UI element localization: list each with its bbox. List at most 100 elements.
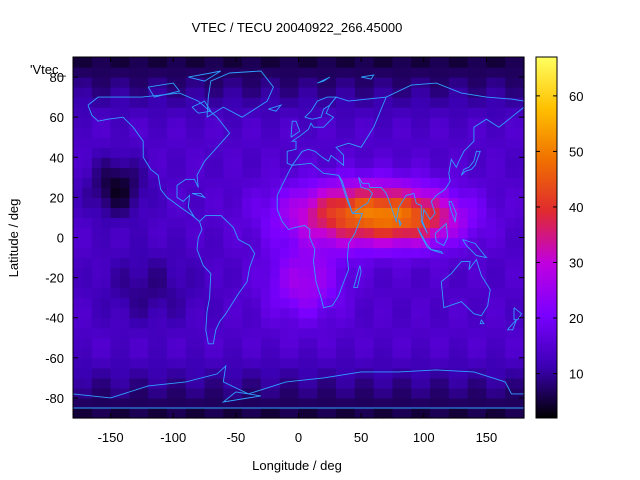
heatmap-cell (420, 127, 431, 138)
heatmap-cell (157, 257, 168, 269)
heatmap-cell (383, 77, 394, 88)
heatmap-cell (129, 207, 140, 219)
heatmap-cell (270, 117, 281, 128)
heatmap-cell (73, 117, 83, 128)
heatmap-cell (373, 167, 384, 178)
heatmap-cell (383, 357, 394, 369)
y-tick-label: -80 (45, 391, 64, 406)
heatmap-cell (411, 147, 422, 158)
heatmap-cell (73, 287, 83, 299)
heatmap-cell (364, 147, 375, 158)
heatmap-cell (298, 187, 309, 198)
heatmap-cell (148, 267, 159, 279)
heatmap-cell (279, 407, 290, 419)
heatmap-cell (213, 57, 224, 68)
heatmap-cell (185, 387, 196, 399)
heatmap-cell (195, 127, 206, 138)
heatmap-cell (364, 87, 375, 98)
heatmap-cell (101, 137, 112, 148)
heatmap-cell (495, 277, 506, 289)
heatmap-cell (477, 387, 488, 399)
heatmap-cell (129, 97, 140, 108)
heatmap-cell (486, 187, 497, 198)
heatmap-cell (430, 117, 441, 128)
heatmap-cell (82, 377, 93, 389)
heatmap-cell (430, 407, 441, 419)
heatmap-cell (270, 257, 281, 269)
heatmap-cell (223, 167, 234, 178)
heatmap-cell (213, 337, 224, 349)
heatmap-cell (401, 87, 412, 98)
heatmap-cell (401, 277, 412, 289)
heatmap-cell (336, 387, 347, 399)
heatmap-cell (176, 117, 187, 128)
heatmap-cell (401, 77, 412, 88)
heatmap-cell (298, 287, 309, 299)
heatmap-cell (317, 197, 328, 209)
heatmap-cell (392, 377, 403, 389)
heatmap-cell (119, 67, 130, 78)
heatmap-cell (373, 297, 384, 309)
heatmap-cell (157, 67, 168, 78)
heatmap-cell (166, 167, 177, 178)
heatmap-cell (439, 317, 450, 329)
heatmap-cell (307, 327, 318, 339)
y-tick-label: 0 (57, 231, 64, 246)
heatmap-cell (157, 407, 168, 419)
heatmap-cell (232, 237, 243, 249)
heatmap-cell (242, 247, 253, 259)
heatmap-cell (119, 137, 130, 148)
heatmap-cell (364, 127, 375, 138)
heatmap-cell (148, 207, 159, 219)
heatmap-cell (486, 337, 497, 349)
heatmap-cell (279, 227, 290, 239)
heatmap-cell (204, 357, 215, 369)
heatmap-cell (138, 117, 149, 128)
heatmap-cell (289, 177, 300, 188)
heatmap-cell (420, 117, 431, 128)
heatmap-cell (223, 317, 234, 329)
heatmap-cell (336, 217, 347, 229)
heatmap-cell (251, 187, 262, 198)
heatmap-cell (289, 307, 300, 319)
heatmap-cell (448, 177, 459, 188)
heatmap-cell (401, 397, 412, 409)
heatmap-cell (383, 247, 394, 259)
heatmap-cell (392, 247, 403, 259)
heatmap-cell (477, 187, 488, 198)
heatmap-cell (110, 237, 121, 249)
heatmap-cell (448, 237, 459, 249)
heatmap-cell (148, 277, 159, 289)
heatmap-cell (148, 347, 159, 359)
heatmap-cell (138, 187, 149, 198)
heatmap-cell (392, 297, 403, 309)
heatmap-cell (242, 347, 253, 359)
heatmap-cell (232, 297, 243, 309)
heatmap-cell (458, 407, 469, 419)
heatmap-cell (166, 267, 177, 279)
heatmap-cell (401, 377, 412, 389)
heatmap-cell (185, 207, 196, 219)
heatmap-cell (101, 67, 112, 78)
y-tick-label: 80 (50, 70, 64, 85)
heatmap-cell (467, 187, 478, 198)
heatmap-cell (477, 317, 488, 329)
heatmap-cell (279, 307, 290, 319)
heatmap-cell (383, 277, 394, 289)
heatmap-cell (213, 387, 224, 399)
heatmap-cell (307, 297, 318, 309)
heatmap-cell (317, 67, 328, 78)
heatmap-cell (289, 337, 300, 349)
heatmap-cell (270, 407, 281, 419)
heatmap-cell (439, 77, 450, 88)
heatmap-cell (514, 197, 525, 209)
heatmap-cell (91, 137, 102, 148)
heatmap-cell (185, 87, 196, 98)
heatmap-cell (401, 147, 412, 158)
heatmap-cell (420, 327, 431, 339)
heatmap-cell (260, 287, 271, 299)
heatmap-cell (110, 227, 121, 239)
heatmap-cell (354, 327, 365, 339)
heatmap-cell (176, 157, 187, 168)
